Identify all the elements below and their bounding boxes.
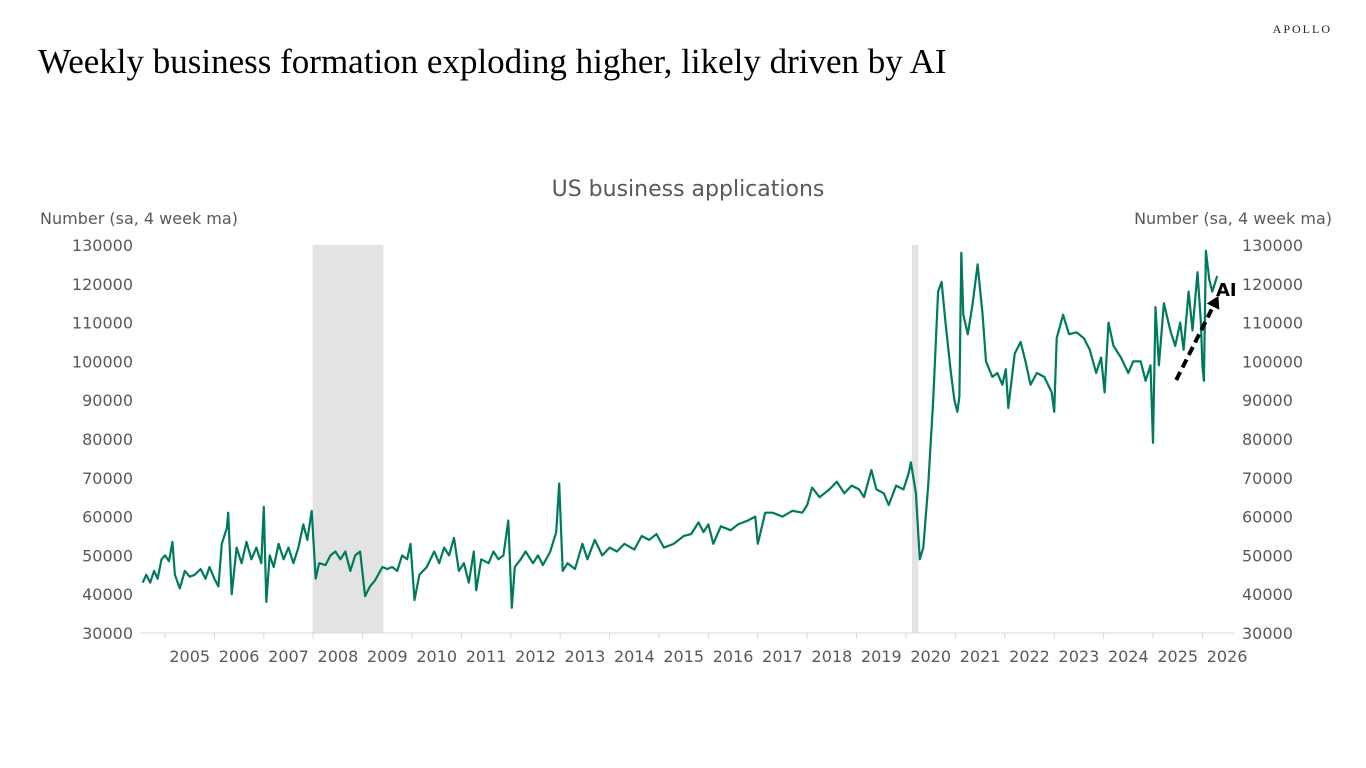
y-tick-label-left: 60000 <box>82 508 133 527</box>
y-tick-label-left: 40000 <box>82 585 133 604</box>
y-tick-label-right: 40000 <box>1242 585 1293 604</box>
y-tick-label-right: 120000 <box>1242 275 1303 294</box>
x-tick-label: 2021 <box>960 647 1001 666</box>
y-tick-label-right: 30000 <box>1242 624 1293 643</box>
y-tick-label-left: 50000 <box>82 546 133 565</box>
x-tick-label: 2019 <box>861 647 902 666</box>
y-tick-label-left: 130000 <box>72 236 133 255</box>
x-tick-label: 2012 <box>515 647 556 666</box>
y-tick-label-left: 30000 <box>82 624 133 643</box>
x-tick-label: 2009 <box>367 647 408 666</box>
x-tick-label: 2022 <box>1009 647 1050 666</box>
y-tick-label-left: 110000 <box>72 314 133 333</box>
x-tick-label: 2016 <box>713 647 754 666</box>
x-tick-label: 2017 <box>762 647 803 666</box>
x-tick-label: 2025 <box>1157 647 1198 666</box>
y-axis-label-left: Number (sa, 4 week ma) <box>40 209 238 228</box>
page-title: Weekly business formation exploding high… <box>38 42 947 81</box>
x-tick-label: 2023 <box>1059 647 1100 666</box>
y-tick-label-right: 50000 <box>1242 546 1293 565</box>
y-tick-label-right: 70000 <box>1242 469 1293 488</box>
y-tick-label-left: 90000 <box>82 391 133 410</box>
chart-title: US business applications <box>552 177 825 202</box>
x-tick-label: 2005 <box>169 647 210 666</box>
x-tick-label: 2008 <box>318 647 359 666</box>
y-tick-label-left: 80000 <box>82 430 133 449</box>
y-tick-label-left: 120000 <box>72 275 133 294</box>
y-axis-label-right: Number (sa, 4 week ma) <box>1134 209 1332 228</box>
x-tick-label: 2010 <box>416 647 457 666</box>
y-tick-label-right: 80000 <box>1242 430 1293 449</box>
y-tick-label-left: 70000 <box>82 469 133 488</box>
y-tick-label-right: 60000 <box>1242 508 1293 527</box>
y-tick-label-right: 130000 <box>1242 236 1303 255</box>
ai-annotation-label: AI <box>1216 280 1237 301</box>
apollo-logo: APOLLO <box>1272 22 1332 36</box>
x-tick-label: 2011 <box>466 647 507 666</box>
y-tick-label-right: 100000 <box>1242 352 1303 371</box>
y-tick-label-left: 100000 <box>72 352 133 371</box>
x-tick-label: 2026 <box>1207 647 1248 666</box>
recession-band <box>911 245 919 633</box>
x-tick-label: 2006 <box>219 647 260 666</box>
recession-band <box>312 245 384 633</box>
y-tick-label-right: 90000 <box>1242 391 1293 410</box>
ai-arrow-head-icon <box>1206 295 1220 310</box>
x-tick-label: 2014 <box>614 647 655 666</box>
x-tick-label: 2024 <box>1108 647 1149 666</box>
x-tick-label: 2018 <box>812 647 853 666</box>
x-tick-label: 2015 <box>663 647 704 666</box>
ai-arrow-line <box>1174 300 1218 381</box>
series-line <box>141 249 1219 609</box>
x-tick-label: 2007 <box>268 647 309 666</box>
y-tick-label-right: 110000 <box>1242 314 1303 333</box>
x-tick-label: 2013 <box>565 647 606 666</box>
x-tick-label: 2020 <box>910 647 951 666</box>
